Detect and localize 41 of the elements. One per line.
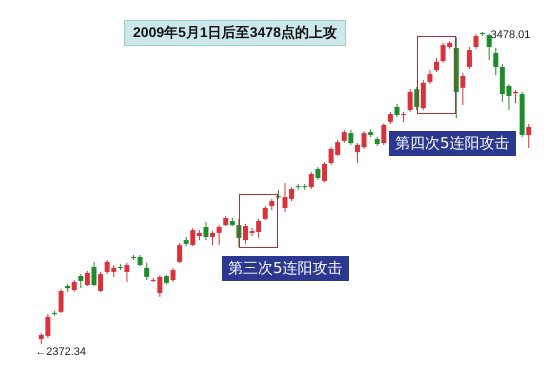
annotation: 第三次5连阳攻击 (222, 256, 349, 281)
candlestick (124, 262, 130, 282)
candlestick (58, 288, 64, 314)
annotation: 第四次5连阳攻击 (389, 131, 516, 156)
candlestick (348, 129, 354, 146)
candlestick (322, 162, 328, 183)
candlestick (170, 267, 176, 282)
candlestick (466, 46, 472, 70)
candlestick (262, 206, 268, 221)
candlestick (72, 280, 77, 292)
candlestick (269, 198, 274, 211)
candlestick (342, 129, 347, 144)
candlestick (434, 57, 439, 72)
candlestick (493, 47, 498, 76)
candlestick (84, 270, 90, 286)
candlestick (144, 262, 150, 281)
candlestick (308, 172, 314, 190)
candlestick (474, 33, 479, 50)
candlestick (315, 166, 320, 180)
text: ←2372.34 (35, 346, 86, 358)
candlestick (427, 70, 432, 85)
candlestick (91, 261, 96, 286)
annotation: 3478.01 (490, 29, 530, 41)
candlestick (164, 274, 169, 285)
candlestick (460, 72, 466, 106)
candlestick (394, 104, 400, 118)
candlestick (223, 216, 228, 227)
candlestick (526, 124, 532, 149)
candlestick (177, 242, 182, 264)
candlestick (98, 271, 104, 292)
candlestick (210, 230, 216, 246)
candlestick (486, 33, 492, 61)
candlestick (184, 236, 189, 247)
candlestick (78, 274, 84, 289)
candlestick (203, 222, 208, 241)
candlestick (401, 111, 406, 122)
chart-title: 2009年5月1日后至3478点的上攻 (124, 20, 346, 46)
candlestick (216, 224, 222, 246)
candlestick (381, 122, 386, 146)
candlestick (388, 111, 393, 125)
candlestick (408, 88, 413, 112)
